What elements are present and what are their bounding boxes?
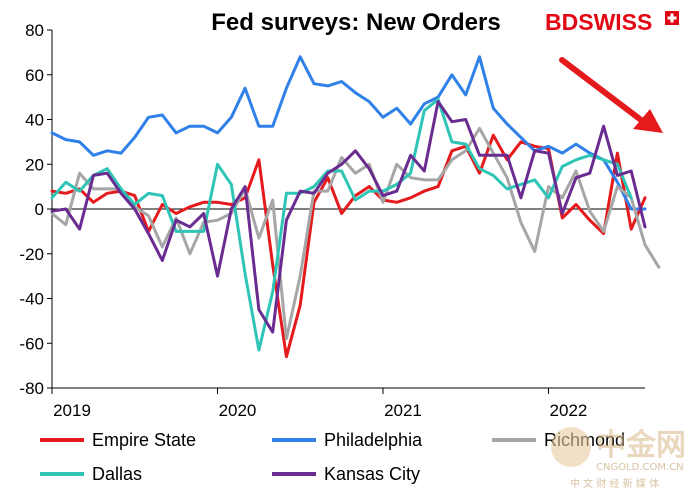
watermark-main: 中金网 xyxy=(596,428,686,463)
y-tick-label: -80 xyxy=(19,379,44,398)
y-tick-label: 20 xyxy=(25,155,44,174)
brand-logo: BDSWISS xyxy=(545,9,679,35)
series-line-empire-state xyxy=(50,133,647,359)
watermark-sub: 中 文 财 经 新 媒 体 xyxy=(570,477,659,490)
legend-label-kansas-city: Kansas City xyxy=(324,464,420,484)
watermark: 中金网 CNGOLD.COM.CN 中 文 财 经 新 媒 体 xyxy=(551,427,686,490)
series-line-richmond xyxy=(50,126,661,341)
y-tick-label: -20 xyxy=(19,245,44,264)
y-tick-label: 40 xyxy=(25,111,44,130)
y-tick-label: 0 xyxy=(35,200,44,219)
series-line-dallas xyxy=(50,97,633,352)
watermark-url: CNGOLD.COM.CN xyxy=(596,462,684,473)
legend-label-philadelphia: Philadelphia xyxy=(324,430,423,450)
trend-arrow-icon xyxy=(559,57,663,133)
brand-part2: SWISS xyxy=(578,9,652,35)
series-line-philadelphia xyxy=(50,55,647,211)
x-tick-label: 2022 xyxy=(550,401,588,420)
brand-part1: BD xyxy=(545,9,578,35)
y-tick-label: 80 xyxy=(25,21,44,40)
x-tick-label: 2020 xyxy=(219,401,257,420)
legend-label-dallas: Dallas xyxy=(92,464,142,484)
y-tick-label: -40 xyxy=(19,290,44,309)
legend-label-empire-state: Empire State xyxy=(92,430,196,450)
series-line-kansas-city xyxy=(50,100,647,334)
x-tick-label: 2019 xyxy=(53,401,91,420)
y-tick-label: 60 xyxy=(25,66,44,85)
y-tick-label: -60 xyxy=(19,334,44,353)
x-tick-label: 2021 xyxy=(384,401,422,420)
swiss-cross-icon xyxy=(665,11,679,25)
chart-title: Fed surveys: New Orders xyxy=(211,9,500,36)
svg-text:BDSWISS: BDSWISS xyxy=(545,9,652,35)
